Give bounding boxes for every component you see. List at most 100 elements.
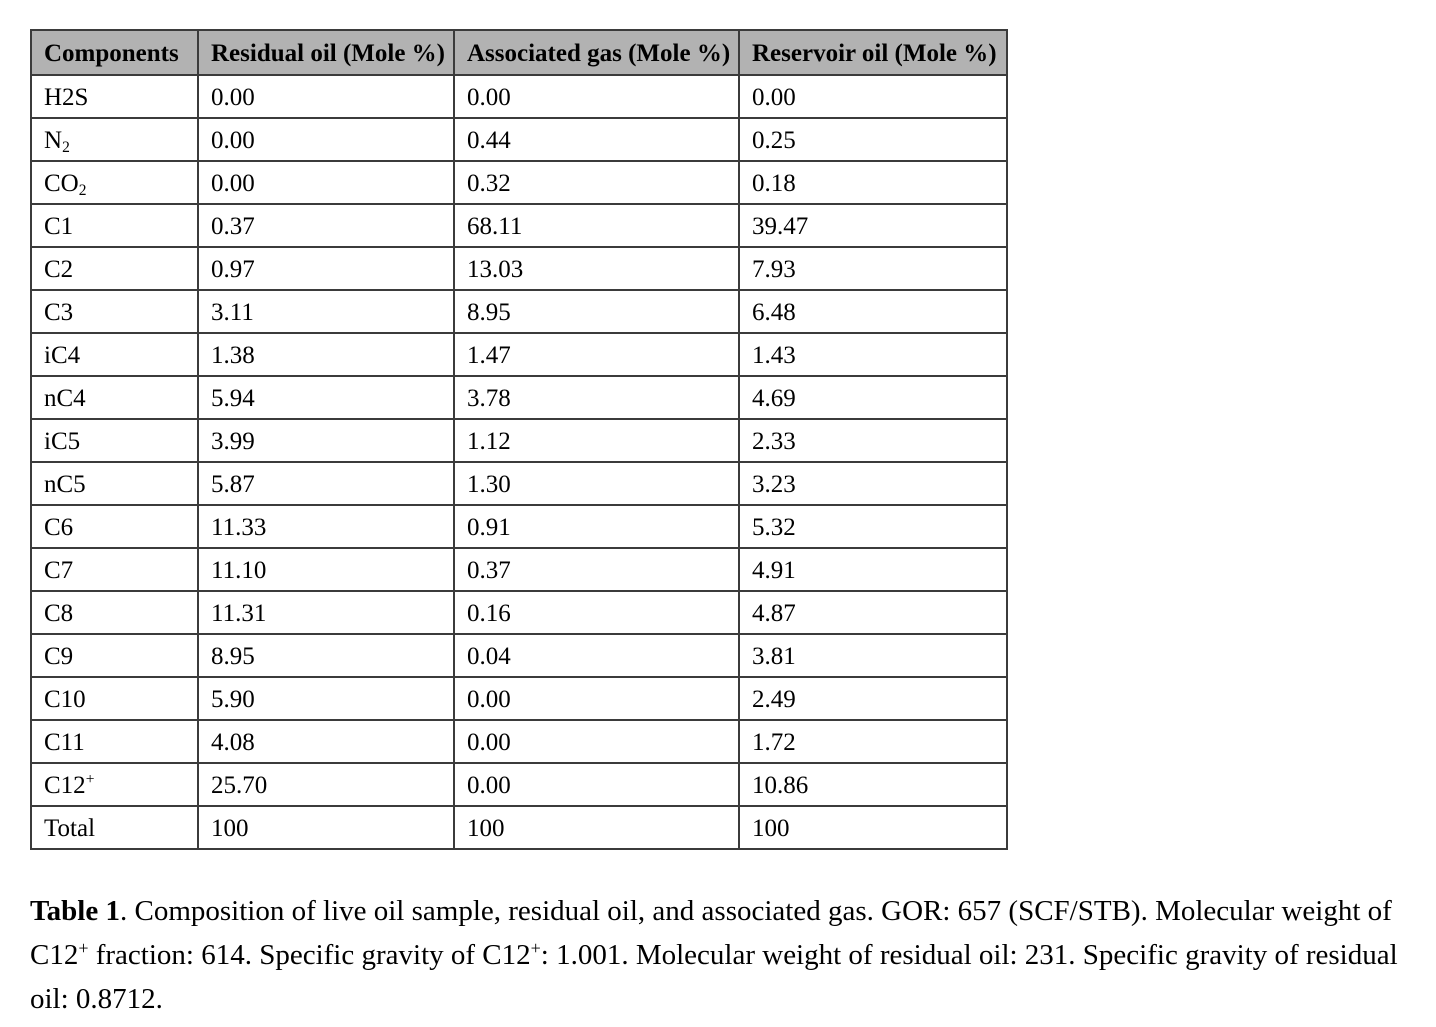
value-cell: 100 bbox=[738, 805, 1008, 850]
header-cell-reservoir-oil: Reservoir oil (Mole %) bbox=[738, 29, 1008, 76]
table-row: C10 5.90 0.00 2.49 bbox=[30, 676, 1008, 721]
value-cell: 3.23 bbox=[738, 461, 1008, 506]
component-cell: nC4 bbox=[30, 375, 199, 420]
value-cell: 3.78 bbox=[453, 375, 740, 420]
value-cell: 10.86 bbox=[738, 762, 1008, 807]
component-subscript: 2 bbox=[62, 139, 70, 157]
table-row: C2 0.97 13.03 7.93 bbox=[30, 246, 1008, 291]
value-cell: 0.25 bbox=[738, 117, 1008, 162]
table-row: C7 11.10 0.37 4.91 bbox=[30, 547, 1008, 592]
value-cell: 11.31 bbox=[197, 590, 455, 635]
table-row: C11 4.08 0.00 1.72 bbox=[30, 719, 1008, 764]
component-cell: C3 bbox=[30, 289, 199, 334]
value-cell: 0.00 bbox=[453, 719, 740, 764]
component-cell: iC5 bbox=[30, 418, 199, 463]
table-row: C8 11.31 0.16 4.87 bbox=[30, 590, 1008, 635]
component-cell: C7 bbox=[30, 547, 199, 592]
value-cell: 5.32 bbox=[738, 504, 1008, 549]
composition-table: Components Residual oil (Mole %) Associa… bbox=[30, 29, 1008, 850]
value-cell: 2.33 bbox=[738, 418, 1008, 463]
component-cell: N2 bbox=[30, 117, 199, 162]
value-cell: 0.00 bbox=[738, 74, 1008, 119]
table-row: N2 0.00 0.44 0.25 bbox=[30, 117, 1008, 162]
component-cell: C12+ bbox=[30, 762, 199, 807]
table-row: C1 0.37 68.11 39.47 bbox=[30, 203, 1008, 248]
value-cell: 5.94 bbox=[197, 375, 455, 420]
value-cell: 100 bbox=[453, 805, 740, 850]
value-cell: 8.95 bbox=[453, 289, 740, 334]
value-cell: 39.47 bbox=[738, 203, 1008, 248]
value-cell: 11.10 bbox=[197, 547, 455, 592]
value-cell: 0.37 bbox=[197, 203, 455, 248]
value-cell: 100 bbox=[197, 805, 455, 850]
value-cell: 11.33 bbox=[197, 504, 455, 549]
value-cell: 4.08 bbox=[197, 719, 455, 764]
value-cell: 0.00 bbox=[453, 74, 740, 119]
caption-superscript: + bbox=[530, 938, 541, 959]
component-subscript: 2 bbox=[78, 182, 87, 200]
caption-superscript: + bbox=[78, 938, 89, 959]
value-cell: 68.11 bbox=[453, 203, 740, 248]
component-cell: iC4 bbox=[30, 332, 199, 377]
value-cell: 1.38 bbox=[197, 332, 455, 377]
value-cell: 7.93 bbox=[738, 246, 1008, 291]
value-cell: 0.00 bbox=[197, 160, 455, 205]
component-cell: C11 bbox=[30, 719, 199, 764]
value-cell: 0.04 bbox=[453, 633, 740, 678]
component-cell: C1 bbox=[30, 203, 199, 248]
table-row: nC4 5.94 3.78 4.69 bbox=[30, 375, 1008, 420]
header-cell-components: Components bbox=[30, 29, 199, 76]
value-cell: 1.47 bbox=[453, 332, 740, 377]
value-cell: 25.70 bbox=[197, 762, 455, 807]
table-body: H2S 0.00 0.00 0.00 N2 0.00 0.44 0.25 CO2 0.00 0.32… bbox=[30, 74, 1008, 850]
value-cell: 0.18 bbox=[738, 160, 1008, 205]
header-cell-residual-oil: Residual oil (Mole %) bbox=[197, 29, 455, 76]
value-cell: 1.43 bbox=[738, 332, 1008, 377]
value-cell: 0.00 bbox=[197, 74, 455, 119]
component-cell: nC5 bbox=[30, 461, 199, 506]
component-cell: CO2 bbox=[30, 160, 199, 205]
value-cell: 4.91 bbox=[738, 547, 1008, 592]
table-row: iC5 3.99 1.12 2.33 bbox=[30, 418, 1008, 463]
component-cell: C2 bbox=[30, 246, 199, 291]
value-cell: 0.00 bbox=[453, 676, 740, 721]
table-row: nC5 5.87 1.30 3.23 bbox=[30, 461, 1008, 506]
component-cell: H2S bbox=[30, 74, 199, 119]
value-cell: 0.44 bbox=[453, 117, 740, 162]
component-superscript: + bbox=[85, 771, 95, 789]
table-row: C12+ 25.70 0.00 10.86 bbox=[30, 762, 1008, 807]
component-cell: Total bbox=[30, 805, 199, 850]
value-cell: 1.30 bbox=[453, 461, 740, 506]
table-row: iC4 1.38 1.47 1.43 bbox=[30, 332, 1008, 377]
value-cell: 0.00 bbox=[197, 117, 455, 162]
table-caption-label: Table 1 bbox=[30, 895, 120, 927]
value-cell: 0.00 bbox=[453, 762, 740, 807]
header-cell-associated-gas: Associated gas (Mole %) bbox=[453, 29, 740, 76]
value-cell: 6.48 bbox=[738, 289, 1008, 334]
value-cell: 3.99 bbox=[197, 418, 455, 463]
value-cell: 0.97 bbox=[197, 246, 455, 291]
component-cell: C6 bbox=[30, 504, 199, 549]
value-cell: 3.11 bbox=[197, 289, 455, 334]
value-cell: 0.37 bbox=[453, 547, 740, 592]
value-cell: 2.49 bbox=[738, 676, 1008, 721]
table-row: C9 8.95 0.04 3.81 bbox=[30, 633, 1008, 678]
table-header-row: Components Residual oil (Mole %) Associa… bbox=[30, 29, 1008, 76]
table-row: CO2 0.00 0.32 0.18 bbox=[30, 160, 1008, 205]
table-caption-text: . Composition of live oil sample, residu… bbox=[30, 895, 1398, 1015]
component-cell: C8 bbox=[30, 590, 199, 635]
value-cell: 5.87 bbox=[197, 461, 455, 506]
table-row: H2S 0.00 0.00 0.00 bbox=[30, 74, 1008, 119]
value-cell: 4.69 bbox=[738, 375, 1008, 420]
table-row: Total 100 100 100 bbox=[30, 805, 1008, 850]
value-cell: 1.72 bbox=[738, 719, 1008, 764]
value-cell: 4.87 bbox=[738, 590, 1008, 635]
table-caption: Table 1. Composition of live oil sample,… bbox=[30, 889, 1408, 1021]
value-cell: 3.81 bbox=[738, 633, 1008, 678]
value-cell: 0.91 bbox=[453, 504, 740, 549]
value-cell: 0.32 bbox=[453, 160, 740, 205]
value-cell: 5.90 bbox=[197, 676, 455, 721]
component-cell: C10 bbox=[30, 676, 199, 721]
value-cell: 8.95 bbox=[197, 633, 455, 678]
value-cell: 0.16 bbox=[453, 590, 740, 635]
